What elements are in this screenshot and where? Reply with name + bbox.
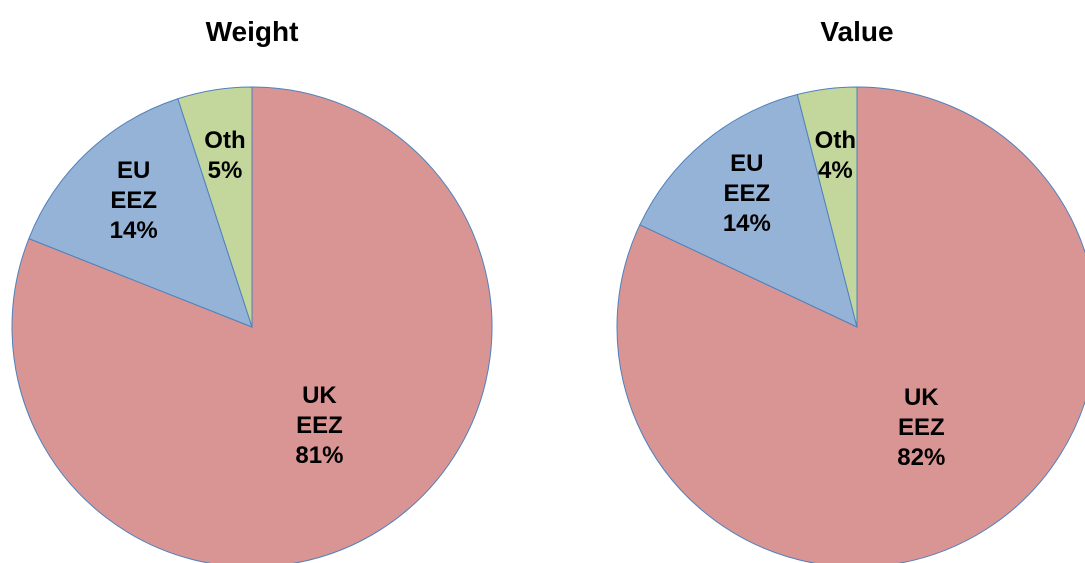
slice-value: 14% xyxy=(109,217,158,245)
slice-label: Oth 5% xyxy=(195,126,255,186)
slice-label: EU EEZ 14% xyxy=(717,149,777,239)
slice-value: 82% xyxy=(897,444,946,472)
pie-slice xyxy=(616,86,1085,563)
slice-category: Oth xyxy=(204,127,246,155)
slice-category: UK EEZ xyxy=(897,384,945,442)
slice-label: EU EEZ 14% xyxy=(104,156,164,246)
chart-title: Weight xyxy=(205,16,299,47)
slice-value: 5% xyxy=(207,157,243,185)
slice-label: UK EEZ 81% xyxy=(289,381,349,471)
pie-slice xyxy=(11,86,493,563)
slice-label: Oth 4% xyxy=(805,126,865,186)
slice-value: 81% xyxy=(295,442,344,470)
slice-category: UK EEZ xyxy=(296,382,343,440)
slice-label: UK EEZ 82% xyxy=(891,383,951,473)
slice-category: EU EEZ xyxy=(110,157,158,215)
pie-slice xyxy=(639,93,858,328)
slice-value: 4% xyxy=(817,156,853,184)
slice-value: 14% xyxy=(722,209,771,237)
pie-slice xyxy=(177,86,253,328)
chart-title: Value xyxy=(820,16,894,47)
slice-category: EU EEZ xyxy=(723,149,771,207)
slice-category: Oth xyxy=(814,126,856,154)
pie-slice xyxy=(796,86,858,328)
